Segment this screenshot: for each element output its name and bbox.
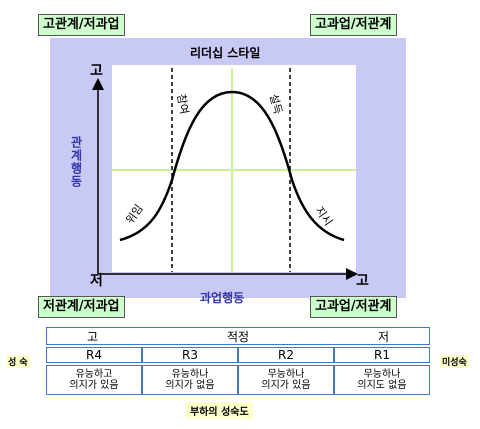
maturity-high: 고 [87,329,99,344]
level-desc-line1: 유능하고 [75,369,113,380]
corner-bottom-left: 저관계/저과업 [38,296,125,318]
level-code-r2: R2 [238,347,334,363]
level-desc-line2: 의지가 없음 [165,380,215,391]
x-axis-high: 고 [356,273,369,289]
level-desc-r2: 무능하나 의지가 있음 [238,365,334,395]
level-desc-r1: 무능하나 의지도 없음 [334,365,430,395]
maturity-low: 저 [377,329,389,344]
level-desc-line2: 의지도 없음 [357,380,407,391]
level-desc-r3: 유능하나 의지가 없음 [142,365,238,395]
level-desc-line1: 무능하나 [267,369,305,380]
corner-bottom-right: 고과업/저관계 [310,296,397,318]
maturity-header-row: 고 적정 저 [46,327,430,345]
level-code-r4: R4 [46,347,142,363]
bell-curve [119,90,345,242]
y-axis-high: 고 [90,63,103,79]
level-desc-line2: 의지가 있음 [261,380,311,391]
level-desc-r4: 유능하고 의지가 있음 [46,365,142,395]
maturity-mid: 적정 [226,329,250,344]
maturity-table: 고 적정 저 R4 R3 R2 R1 유능하고 의지가 있음 유능하나 의지가 … [46,327,430,395]
corner-top-left: 고관계/저과업 [38,14,125,36]
maturity-left-label: 성 숙 [6,355,30,368]
level-code-r3: R3 [142,347,238,363]
corner-top-right: 고과업/저관계 [310,14,397,36]
level-desc-line1: 무능하나 [363,369,401,380]
y-axis-low: 저 [90,273,103,289]
plot-area [112,65,356,272]
style-participating: 참여 [174,92,191,116]
level-code-r1: R1 [334,347,430,363]
maturity-footer: 부하의 성숙도 [186,402,253,419]
level-desc-line1: 유능하나 [171,369,209,380]
maturity-right-label: 미성숙 [440,355,469,368]
level-desc-line2: 의지가 있음 [69,380,119,391]
diagram-title: 리더십 스타일 [190,46,261,60]
y-axis-label: 관계행동 [69,136,83,188]
x-axis-label: 과업행동 [200,291,245,305]
